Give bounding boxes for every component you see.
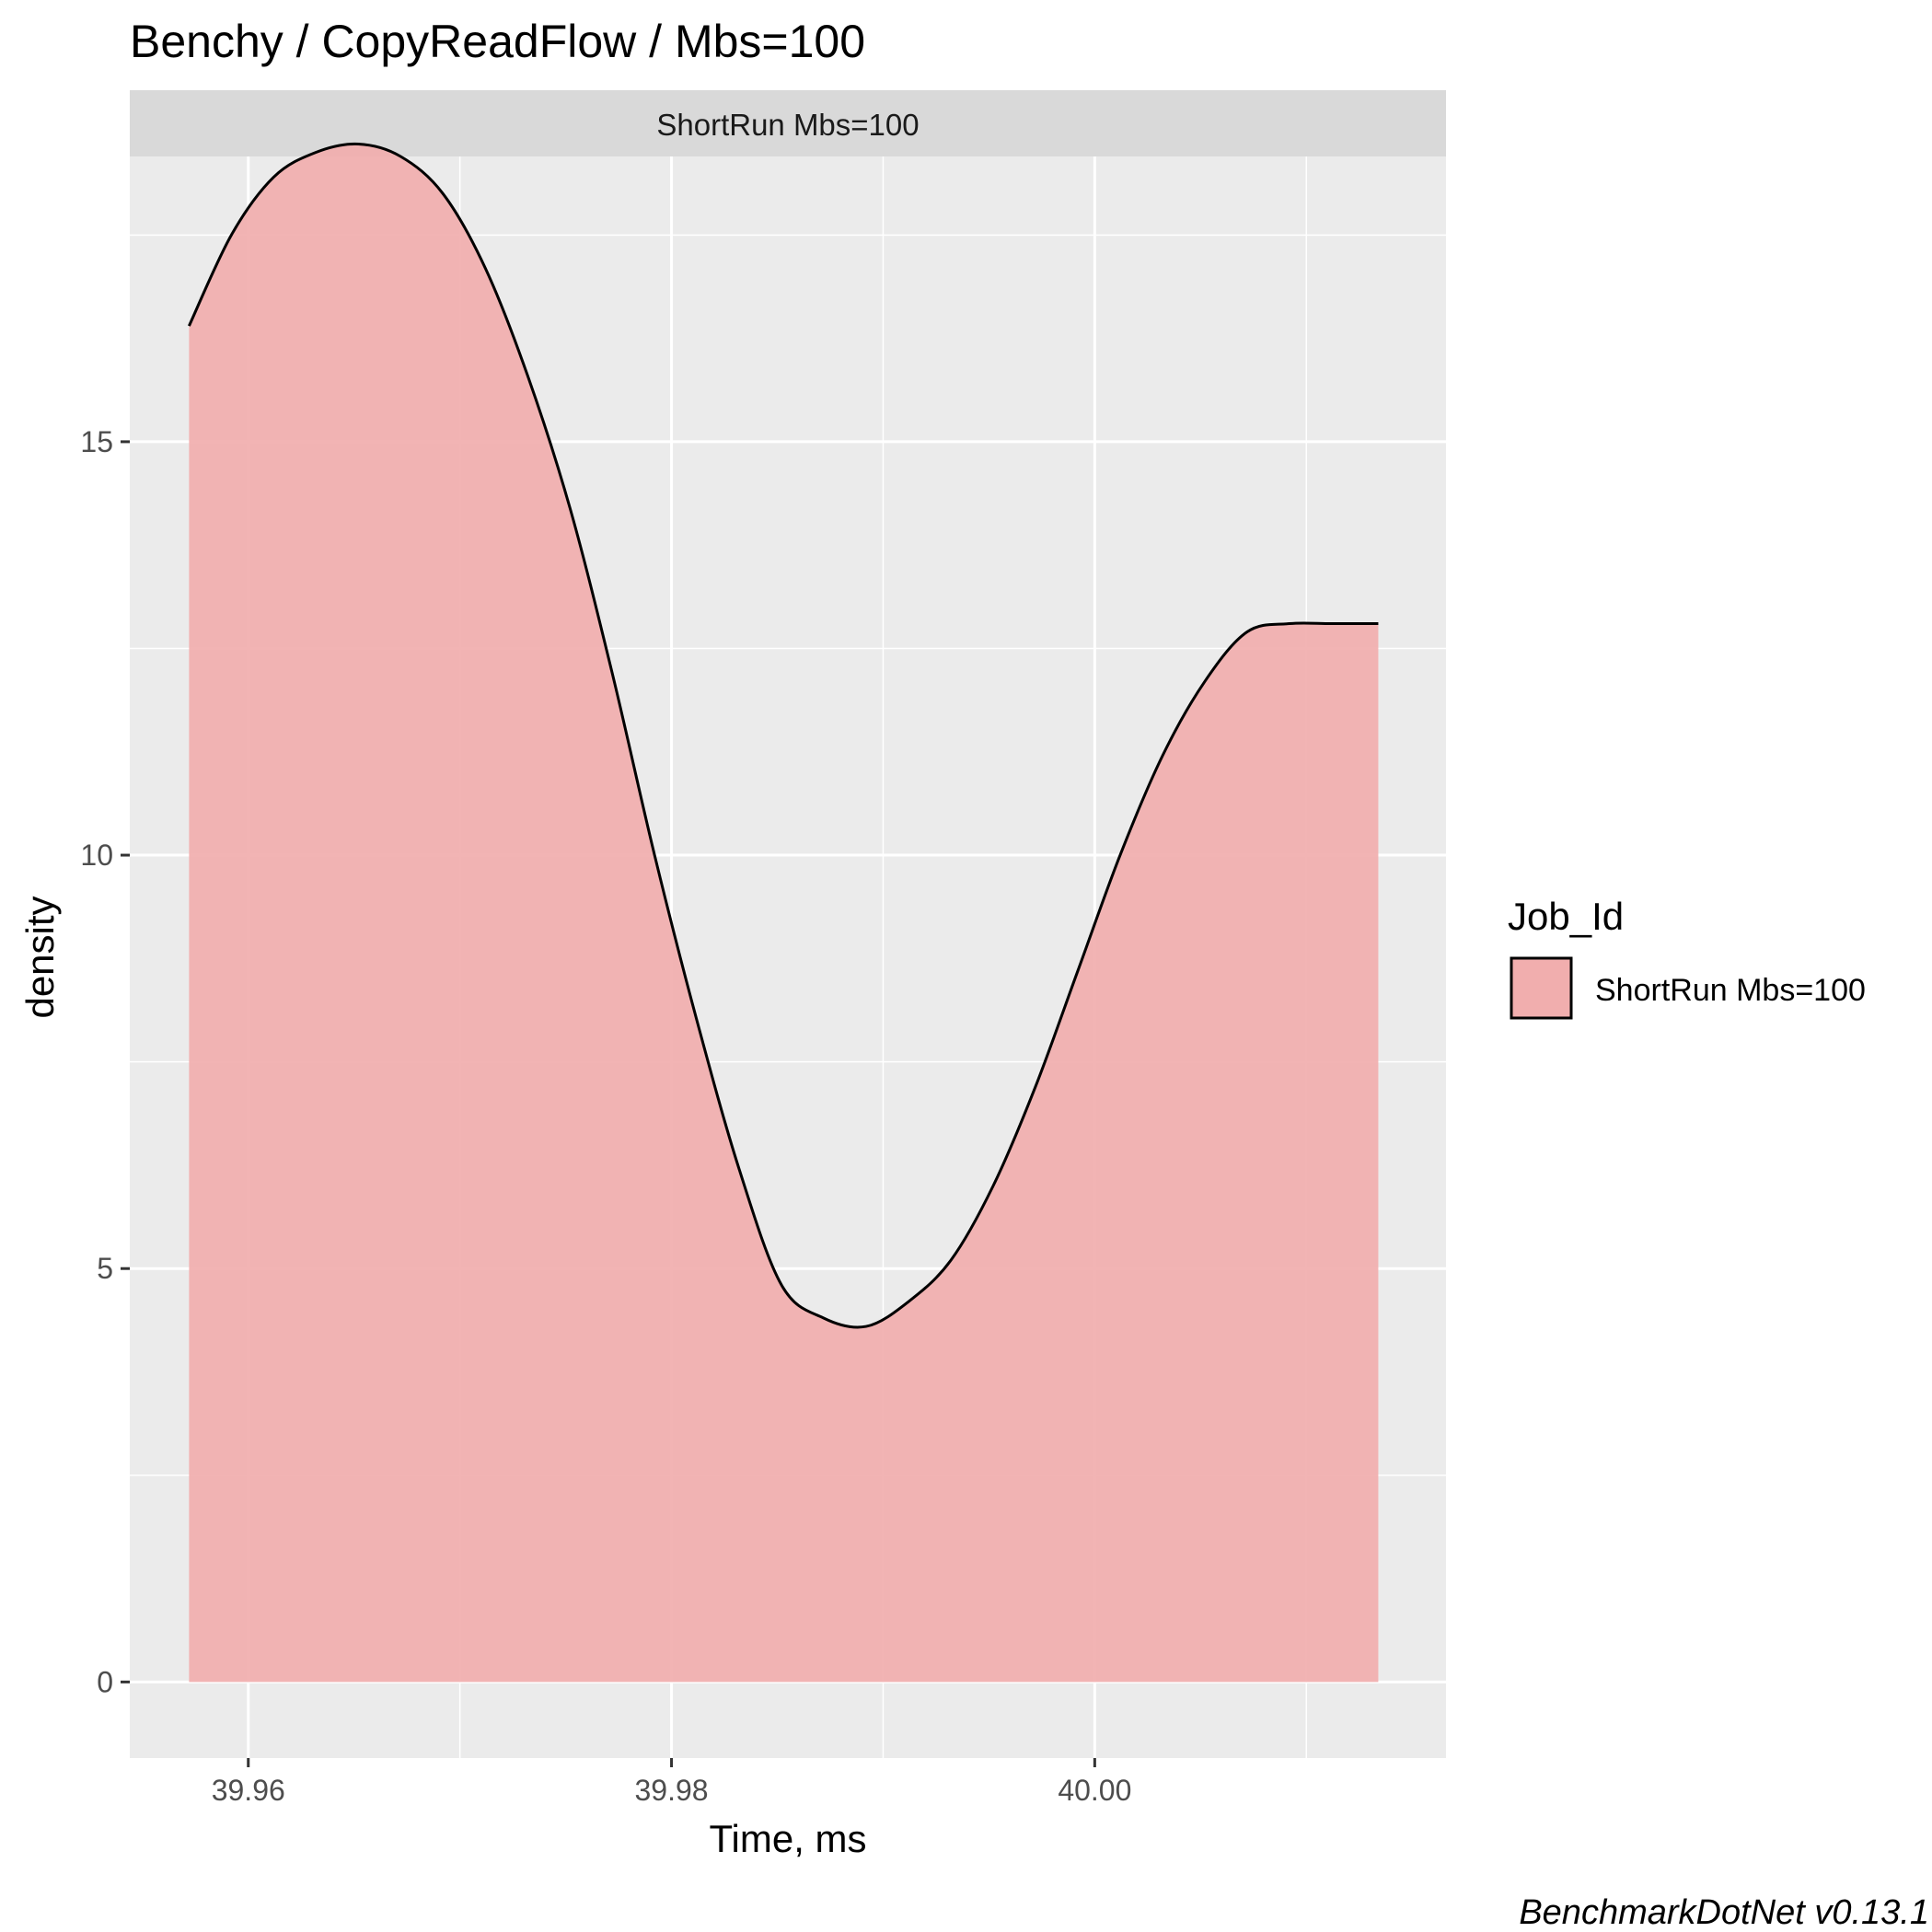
- x-axis-title: Time, ms: [709, 1817, 866, 1860]
- legend-title: Job_Id: [1508, 895, 1624, 938]
- legend-key-swatch: [1510, 956, 1573, 1020]
- caption: BenchmarkDotNet v0.13.1: [1519, 1893, 1929, 1932]
- y-tick-label: 15: [80, 425, 113, 458]
- facet-strip-label: ShortRun Mbs=100: [656, 108, 919, 142]
- x-axis: 39.96 39.98 40.00: [212, 1758, 1131, 1807]
- y-axis-title: density: [18, 896, 62, 1018]
- density-area: [189, 144, 1379, 1683]
- x-tick-label: 40.00: [1058, 1774, 1131, 1807]
- chart-title: Benchy / CopyReadFlow / Mbs=100: [130, 16, 865, 67]
- y-tick-label: 10: [80, 839, 113, 872]
- x-tick-label: 39.96: [212, 1774, 285, 1807]
- x-tick-label: 39.98: [635, 1774, 709, 1807]
- y-tick-label: 0: [97, 1665, 113, 1698]
- y-tick-label: 5: [97, 1252, 113, 1285]
- density-line: [188, 142, 1379, 1329]
- legend-entry-label: ShortRun Mbs=100: [1595, 973, 1866, 1008]
- y-axis: 0 5 10 15: [80, 425, 130, 1698]
- legend: Job_Id ShortRun Mbs=100: [1508, 895, 1866, 1020]
